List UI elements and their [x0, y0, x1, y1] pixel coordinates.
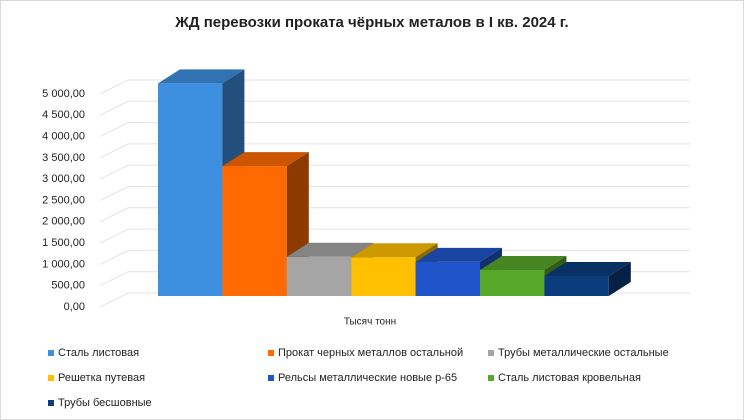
bar-front [415, 261, 480, 296]
y-tick-label: 4 500,00 [42, 109, 85, 121]
bar-top [286, 242, 374, 257]
y-tick-label: 2 500,00 [42, 194, 85, 206]
x-axis-label: Тысяч тонн [344, 317, 396, 328]
bar-front [480, 270, 545, 296]
legend-label: Прокат черных металлов остальной [278, 347, 463, 359]
bar-front [544, 275, 609, 296]
grid-line [99, 228, 690, 244]
bar-top [158, 69, 245, 84]
grid-line [99, 249, 690, 265]
legend-swatch [488, 350, 494, 356]
y-tick-label: 2 000,00 [42, 216, 85, 228]
legend-swatch [268, 375, 274, 381]
grid-line [99, 186, 690, 201]
legend-label: Сталь листовая кровельная [498, 372, 641, 384]
legend-label: Рельсы металлические новые р-65 [278, 372, 457, 384]
bar-top [351, 243, 438, 258]
y-tick-label: 3 000,00 [42, 173, 85, 185]
legend-swatch [268, 350, 274, 356]
bar-top [415, 247, 502, 262]
legend-swatch [48, 400, 54, 406]
bar-front [351, 257, 416, 296]
legend-swatch [48, 350, 54, 356]
grid-line [99, 79, 690, 95]
grid-line [99, 207, 690, 223]
bar-front [222, 166, 287, 296]
bar-front [286, 256, 352, 296]
grid-line [99, 122, 690, 138]
bar-front [158, 83, 223, 297]
legend-label: Решетка путевая [58, 372, 145, 384]
y-tick-label: 500,00 [51, 280, 85, 292]
grid-line [99, 143, 690, 159]
y-tick-label: 4 000,00 [42, 131, 85, 143]
y-tick-label: 3 500,00 [42, 152, 85, 164]
legend-label: Сталь листовая [58, 347, 139, 359]
bar-top [222, 152, 309, 167]
legend-label: Трубы бесшовные [58, 397, 152, 409]
y-tick-label: 0,00 [64, 301, 85, 313]
legend-swatch [48, 375, 54, 381]
grid-line [99, 164, 690, 180]
legend-label: Трубы металлические остальные [498, 347, 669, 359]
bar-top [480, 256, 567, 271]
y-tick-label: 5 000,00 [42, 88, 85, 100]
bar-side [608, 261, 631, 296]
y-tick-label: 1 500,00 [42, 237, 85, 249]
y-tick-label: 1 000,00 [42, 258, 85, 270]
chart-title: ЖД перевозки проката чёрных металов в I … [174, 14, 568, 31]
grid-line [99, 100, 690, 116]
bar-top [544, 261, 631, 276]
legend-swatch [488, 375, 494, 381]
